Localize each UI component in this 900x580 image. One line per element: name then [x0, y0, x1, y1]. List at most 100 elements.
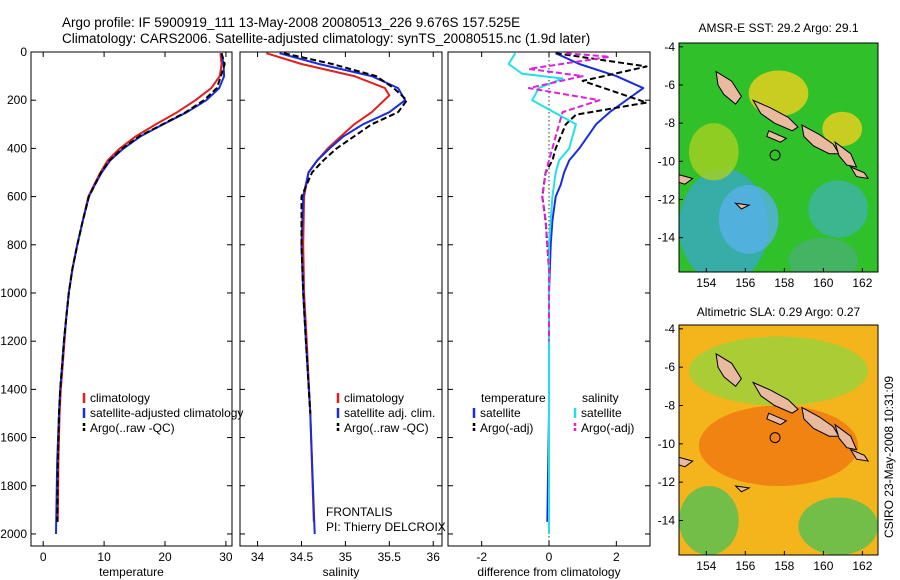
salinity-xlabel: salinity — [323, 565, 360, 579]
sst_map-island — [751, 99, 799, 132]
sla_map-island — [766, 412, 788, 426]
pi-label: PI: Thierry DELCROIX — [326, 520, 446, 534]
sst_map-frame — [678, 42, 879, 273]
difference-legend-entry: satellite — [581, 406, 622, 420]
depth-tick-label: 600 — [7, 190, 27, 204]
sla_map-ytick-label: -4 — [664, 322, 675, 336]
salinity-xtick-label: 36 — [427, 550, 441, 564]
salinity-legend-entry: climatology — [344, 391, 404, 405]
sst_map-ytick-label: -8 — [664, 116, 675, 130]
sst_map-ytick-label: -14 — [658, 231, 676, 245]
sla-patch — [748, 497, 799, 544]
depth-tick-label: 1200 — [0, 334, 27, 348]
sst_map-ytick-label: -4 — [664, 40, 675, 54]
temperature-legend-entry: satellite-adjusted climatology — [90, 406, 243, 420]
sla_map-ytick-label: -14 — [658, 514, 676, 528]
csiro-timestamp: CSIRO 23-May-2008 10:31:09 — [882, 376, 896, 538]
salinity-panel: 34 34.5 35 35.5 36 salinity — [239, 51, 443, 579]
sla_map-island — [801, 406, 840, 437]
salinity-xtick-label: 35 — [339, 550, 353, 564]
sst_map-island — [679, 174, 694, 185]
sst-patch — [808, 180, 869, 238]
salinity-series-2 — [283, 52, 408, 414]
depth-tick-label: 0 — [20, 45, 27, 59]
sst_map: AMSR-E SST: 29.2 Argo: 29.1 154 156 158 160 1… — [658, 21, 879, 290]
sla_map-xtick-label: 162 — [852, 559, 872, 573]
difference-legend-heading: salinity — [582, 391, 619, 405]
sst_map-island — [766, 130, 788, 143]
depth-tick-label: 1600 — [0, 431, 27, 445]
sla_map-island — [751, 381, 799, 414]
header-line-1: Argo profile: IF 5900919_111 13-May-2008… — [62, 15, 520, 30]
sst_map-xtick-label: 154 — [696, 276, 716, 290]
salinity-xtick-label: 35.5 — [378, 550, 402, 564]
salinity-legend-entry: satellite adj. clim. — [344, 406, 435, 420]
sla-patch — [679, 486, 739, 555]
salinity-xtick-label: 34 — [251, 550, 265, 564]
difference-legend-entry: Argo(-adj) — [480, 421, 533, 435]
sst_map-title: AMSR-E SST: 29.2 Argo: 29.1 — [698, 21, 858, 35]
depth-tick-label: 1800 — [0, 479, 27, 493]
difference-legend-heading: temperature — [481, 391, 546, 405]
temperature-legend-entry: Argo(..raw -QC) — [90, 421, 175, 435]
sst_map-xtick-label: 158 — [774, 276, 794, 290]
depth-tick-label: 1000 — [0, 286, 27, 300]
depth-tick-label: 800 — [7, 238, 27, 252]
sst_map-island — [801, 124, 840, 155]
sla_map-island — [734, 485, 751, 493]
sst-patch — [718, 184, 779, 254]
difference-series-2 — [507, 52, 577, 534]
temperature-panel: 0 10 20 30 0 200 400 600 800 1000 1200 1400 1600 1800… — [0, 45, 233, 579]
sst_map-island — [734, 202, 751, 210]
sst-patch — [822, 111, 863, 147]
sst-patch — [748, 70, 809, 117]
depth-tick-label: 200 — [7, 93, 27, 107]
sla_map-title: Altimetric SLA: 0.29 Argo: 0.27 — [697, 305, 861, 319]
sla_map-ytick-label: -10 — [658, 437, 676, 451]
sst_map-xtick-label: 160 — [813, 276, 833, 290]
sla_map: Altimetric SLA: 0.29 Argo: 0.27 154 156 158… — [658, 305, 879, 573]
sst_map-field — [679, 43, 878, 272]
temperature-legend-entry: climatology — [90, 391, 150, 405]
depth-tick-label: 400 — [7, 141, 27, 155]
sst_map-ytick-label: -12 — [658, 192, 676, 206]
difference-legend-entry: Argo(-adj) — [581, 421, 634, 435]
sla_map-island — [679, 456, 694, 468]
sla_map-island — [834, 423, 858, 451]
sst_map-ytick-label: -10 — [658, 154, 676, 168]
sla_map-island — [715, 352, 743, 388]
chart-panels: 0 10 20 30020040060080010001200140016001800… — [0, 21, 879, 579]
sla_map-xtick-label: 154 — [696, 559, 716, 573]
sst_map-argo-marker — [769, 149, 781, 161]
sla_map-xtick-label: 158 — [774, 559, 794, 573]
float-program-label: FRONTALIS — [326, 505, 392, 519]
sst-patch — [688, 123, 739, 181]
sst_map-island — [834, 140, 858, 168]
sla_map-xtick-label: 160 — [813, 559, 833, 573]
difference-series-3 — [527, 52, 611, 342]
depth-tick-label: 2000 — [0, 527, 27, 541]
temperature-xtick-label: 20 — [158, 550, 172, 564]
temperature-frame — [30, 51, 233, 547]
sla-patch — [688, 336, 869, 406]
difference-xlabel: difference from climatology — [477, 565, 620, 579]
difference-legend: temperaturesatelliteArgo(-adj)salinitysa… — [472, 391, 634, 435]
difference-xtick-label: 2 — [613, 550, 620, 564]
depth-tick-label: 1400 — [0, 382, 27, 396]
difference-xtick-label: -2 — [476, 550, 487, 564]
sla_map-argo-marker — [769, 432, 781, 444]
sla-patch — [798, 497, 878, 555]
difference-xtick-label: 0 — [546, 550, 553, 564]
salinity-frame — [239, 51, 443, 547]
sla_map-field — [679, 325, 878, 555]
temperature-xlabel: temperature — [99, 565, 164, 579]
sst_map-island — [849, 165, 870, 180]
sla_map-xtick-label: 156 — [735, 559, 755, 573]
difference-legend-entry: satellite — [480, 406, 521, 420]
sla_map-ytick-label: -8 — [664, 399, 675, 413]
sst_map-xtick-label: 162 — [852, 276, 872, 290]
sst-patch — [788, 237, 859, 272]
sla_map-island — [849, 448, 870, 462]
